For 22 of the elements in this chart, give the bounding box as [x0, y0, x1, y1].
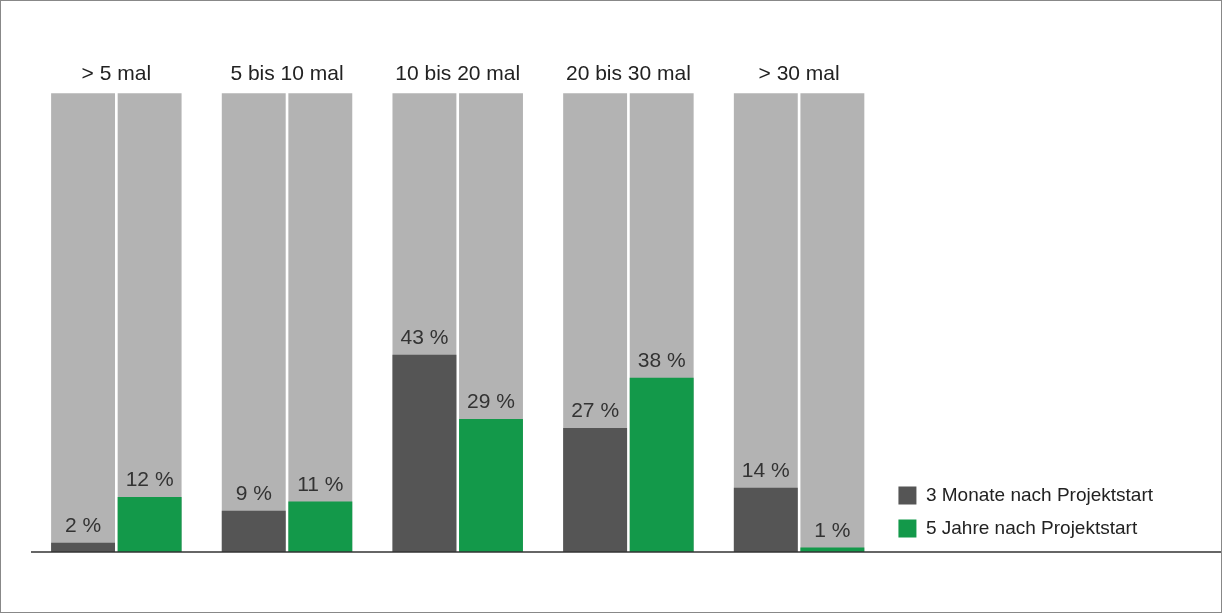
legend-label: 5 Jahre nach Projektstart — [925, 516, 1138, 538]
data-label: 27 % — [571, 398, 620, 422]
bar — [563, 428, 628, 552]
data-label: 29 % — [467, 389, 515, 413]
data-label: 1 % — [814, 517, 851, 541]
data-label: 43 % — [400, 325, 449, 349]
data-label: 14 % — [741, 458, 790, 482]
x-tick-label: > 30 mal — [758, 61, 840, 85]
data-label: 12 % — [125, 467, 174, 491]
bar — [221, 510, 286, 552]
legend-label: 3 Monate nach Projektstart — [925, 483, 1154, 505]
data-label: 2 % — [64, 513, 102, 537]
data-label: 11 % — [297, 471, 344, 495]
x-tick-label: 10 bis 20 mal — [395, 61, 521, 85]
bar — [117, 496, 182, 552]
x-tick-label: > 5 mal — [81, 61, 152, 85]
bar — [733, 487, 798, 552]
x-tick-label: 5 bis 10 mal — [230, 61, 344, 85]
x-tick-label: 20 bis 30 mal — [565, 61, 691, 85]
data-label: 9 % — [235, 481, 272, 504]
bar — [288, 501, 353, 552]
data-label: 38 % — [637, 347, 686, 371]
